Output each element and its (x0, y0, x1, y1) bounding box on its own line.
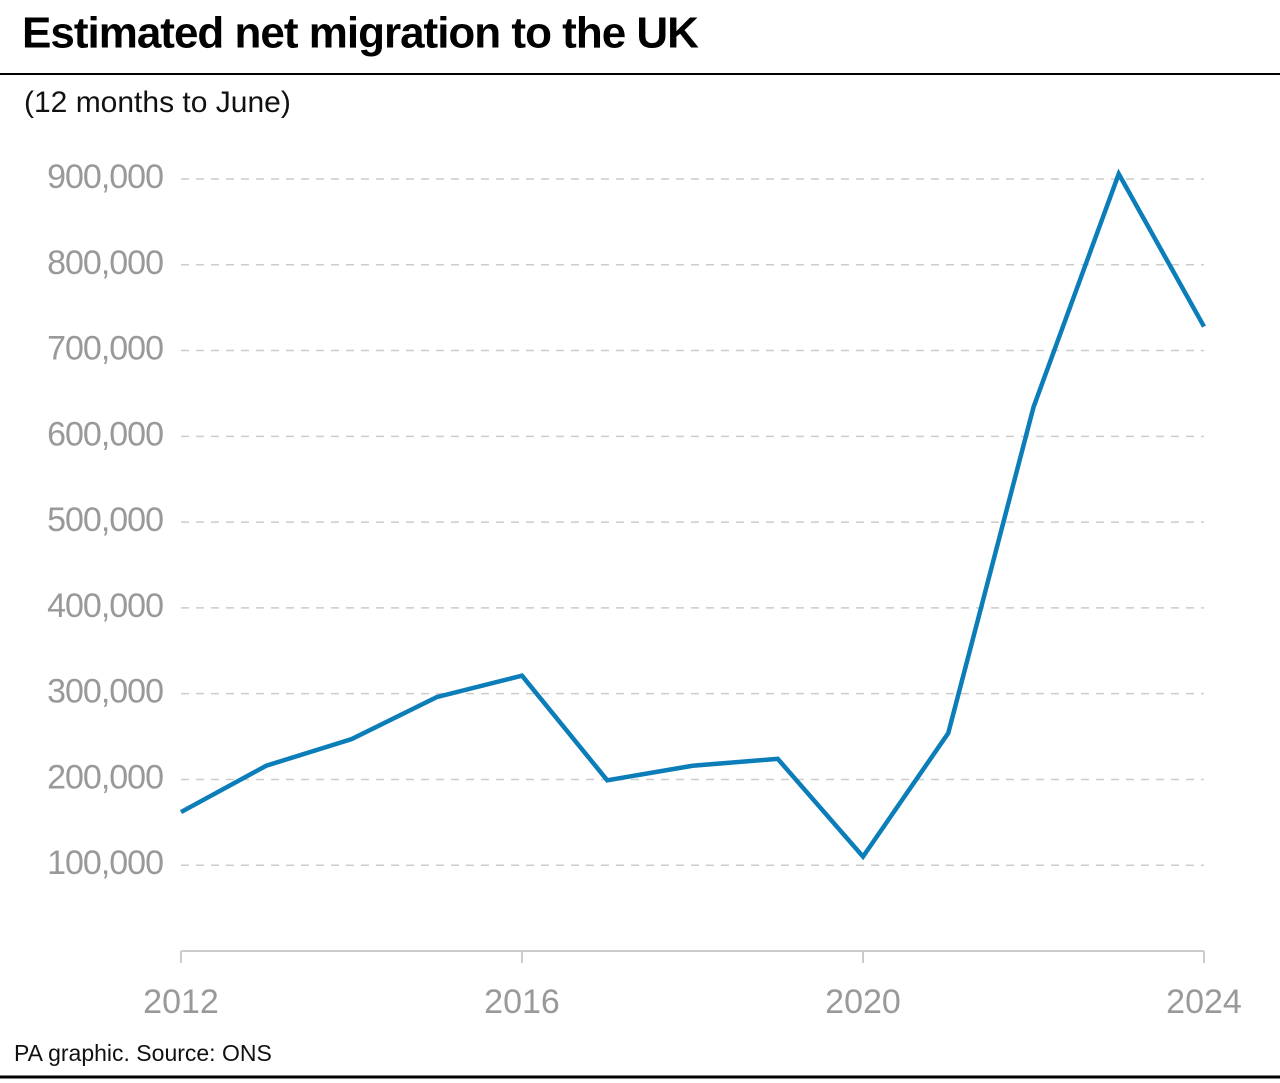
y-tick-label: 200,000 (47, 758, 163, 796)
x-tick-label: 2024 (1166, 983, 1242, 1021)
data-line (179, 168, 1206, 861)
x-tick-label: 2016 (484, 983, 560, 1021)
x-tick-label: 2020 (825, 983, 901, 1021)
y-tick-label: 600,000 (47, 415, 163, 453)
y-tick-label: 100,000 (47, 844, 163, 882)
x-tick-label: 2012 (143, 983, 219, 1021)
y-tick-label: 300,000 (47, 673, 163, 711)
y-tick-label: 700,000 (47, 330, 163, 368)
y-tick-label: 900,000 (47, 158, 163, 196)
y-tick-label: 800,000 (47, 244, 163, 282)
source-note: PA graphic. Source: ONS (14, 1040, 272, 1066)
chart-title: Estimated net migration to the UK (22, 9, 699, 58)
y-tick-label: 500,000 (47, 501, 163, 539)
chart-subtitle: (12 months to June) (24, 86, 291, 119)
y-tick-label: 400,000 (47, 587, 163, 625)
